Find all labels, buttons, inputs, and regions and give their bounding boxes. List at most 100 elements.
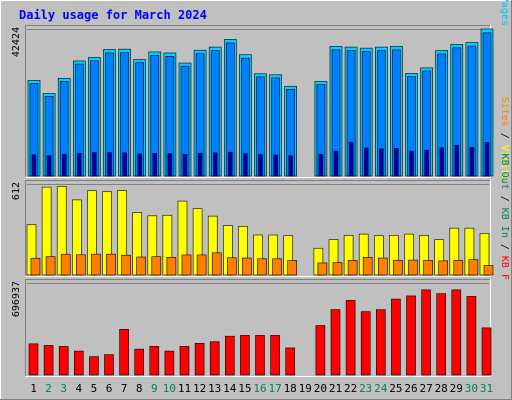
day-label-23: 23 — [359, 382, 372, 395]
bar-kbf-day-20 — [315, 325, 326, 376]
bar-pages-day-28 — [439, 147, 444, 177]
panel-visits-legend-item-2: Visits — [499, 145, 510, 181]
day-label-8: 8 — [136, 382, 143, 395]
day-label-21: 21 — [329, 382, 342, 395]
bar-kbf-day-27 — [421, 289, 431, 376]
bar-sites-day-5 — [91, 253, 101, 276]
bar-pages-day-5 — [92, 152, 97, 177]
bar-pages-day-10 — [167, 153, 173, 177]
bar-sites-day-3 — [60, 253, 71, 276]
day-label-31: 31 — [480, 382, 493, 395]
bar-sites-day-14 — [227, 257, 237, 276]
bar-sites-day-12 — [196, 254, 207, 276]
bar-sites-day-25 — [393, 259, 403, 276]
day-label-16: 16 — [253, 382, 266, 395]
bar-kbf-day-17 — [270, 335, 280, 376]
panel-kbf-legend-item-1: / — [499, 190, 510, 208]
day-label-29: 29 — [450, 382, 463, 395]
day-label-27: 27 — [419, 382, 432, 395]
day-label-18: 18 — [284, 382, 297, 395]
bar-sites-day-6 — [106, 253, 116, 276]
bar-kbf-day-4 — [74, 350, 84, 376]
bar-sites-day-23 — [362, 257, 373, 276]
bar-pages-day-6 — [107, 152, 112, 177]
bar-sites-day-26 — [408, 259, 418, 276]
bar-pages-day-2 — [46, 155, 52, 177]
day-label-30: 30 — [465, 382, 478, 395]
bar-sites-day-28 — [438, 260, 449, 276]
day-label-1: 1 — [30, 382, 37, 395]
bar-pages-day-30 — [469, 147, 475, 177]
bar-kbf-day-13 — [209, 341, 220, 376]
panel-kbf-legend-item-3: / — [499, 238, 510, 256]
bar-sites-day-20 — [317, 262, 328, 276]
bar-pages-day-11 — [182, 153, 188, 177]
bar-pages-day-20 — [318, 153, 324, 177]
bar-kbf-day-31 — [481, 327, 492, 376]
bar-sites-day-27 — [423, 260, 433, 276]
panel-kbf: 696937 KB Out / KB In / KB F — [11, 154, 510, 377]
bar-pages-day-31 — [484, 142, 490, 177]
day-label-19: 19 — [299, 382, 312, 395]
bar-sites-day-11 — [181, 254, 192, 276]
day-label-2: 2 — [45, 382, 52, 395]
day-label-22: 22 — [344, 382, 357, 395]
x-axis-day-labels: 1 2 3 4 5 6 7 8 9 10 11 12 13 14 15 16 17 18 19 20 21 22 23 24 2… — [30, 382, 493, 395]
bar-sites-day-10 — [166, 257, 177, 276]
panel-hits-legend: Hits / Files / Pages — [499, 0, 510, 26]
bar-kbf-day-25 — [391, 298, 401, 376]
bar-kbf-day-15 — [240, 335, 250, 376]
bar-kbf-day-14 — [225, 335, 235, 376]
day-label-10: 10 — [163, 382, 176, 395]
bar-kbf-day-18 — [285, 347, 296, 376]
day-label-26: 26 — [404, 382, 417, 395]
bar-sites-day-15 — [242, 257, 252, 276]
bar-pages-day-4 — [77, 152, 82, 177]
bar-kbf-day-29 — [451, 289, 462, 376]
bar-pages-day-16 — [258, 154, 263, 177]
bar-sites-day-16 — [257, 258, 267, 276]
bar-kbf-day-30 — [466, 296, 477, 376]
day-label-25: 25 — [389, 382, 402, 395]
bar-pages-day-18 — [288, 155, 293, 177]
bar-kbf-day-8 — [134, 348, 144, 376]
bar-sites-day-29 — [453, 260, 464, 276]
day-label-14: 14 — [223, 382, 237, 395]
day-label-4: 4 — [75, 382, 82, 395]
panel-kbf-legend-item-4: KB F — [499, 256, 510, 280]
bar-sites-day-1 — [30, 258, 41, 276]
day-label-11: 11 — [178, 382, 191, 395]
day-label-13: 13 — [208, 382, 221, 395]
day-label-17: 17 — [268, 382, 281, 395]
bar-kbf-day-23 — [360, 311, 371, 376]
bar-kbf-day-11 — [179, 346, 190, 376]
bar-sites-day-9 — [151, 256, 162, 276]
panel-hits-legend-item-4: Pages — [499, 0, 510, 26]
bar-pages-day-21 — [333, 150, 339, 177]
bar-sites-day-18 — [287, 260, 298, 276]
bar-kbf-day-28 — [436, 293, 447, 376]
day-label-12: 12 — [193, 382, 206, 395]
bar-pages-day-14 — [228, 151, 233, 177]
bar-sites-day-31 — [483, 265, 494, 276]
panel-hits-ymax-label: 42424 — [11, 27, 22, 57]
bar-kbf-day-2 — [43, 345, 54, 376]
bar-pages-day-3 — [62, 153, 67, 177]
bar-sites-day-7 — [121, 254, 131, 276]
bar-pages-day-26 — [409, 150, 414, 177]
panel-visits-ymax-label: 612 — [11, 182, 22, 200]
panel-hits: 42424 Hits / Files / Pages — [11, 0, 510, 178]
panel-kbf-ymax-label: 696937 — [11, 281, 22, 317]
bar-kbf-day-12 — [194, 343, 205, 376]
chart-panels: 42424 Hits / Files / Pages 612 Sites / Visi… — [11, 0, 510, 377]
bar-sites-day-8 — [136, 256, 146, 276]
day-label-5: 5 — [91, 382, 98, 395]
bar-pages-day-17 — [273, 154, 278, 177]
bar-sites-day-22 — [347, 260, 358, 276]
bar-pages-day-22 — [348, 141, 354, 177]
bar-pages-day-7 — [122, 152, 127, 177]
panel-kbf-legend-item-0: KB Out — [499, 154, 510, 190]
bar-pages-day-9 — [152, 152, 158, 177]
bar-pages-day-8 — [137, 153, 142, 177]
